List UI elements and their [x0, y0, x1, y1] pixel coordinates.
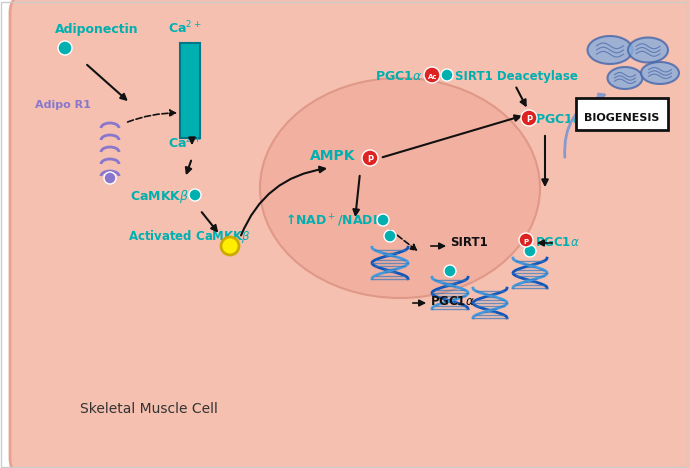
- Text: P: P: [523, 239, 528, 245]
- Ellipse shape: [587, 36, 633, 64]
- Text: PGC1$\alpha$: PGC1$\alpha$: [375, 70, 422, 83]
- FancyBboxPatch shape: [576, 98, 668, 130]
- Text: Ac: Ac: [428, 74, 437, 80]
- Circle shape: [362, 150, 378, 166]
- Text: P: P: [526, 115, 532, 124]
- Text: SIRT1: SIRT1: [450, 236, 488, 249]
- Text: ↑NAD$^+$/NADH: ↑NAD$^+$/NADH: [285, 212, 384, 229]
- FancyBboxPatch shape: [10, 0, 690, 468]
- Text: PGC1$\alpha$: PGC1$\alpha$: [535, 113, 582, 126]
- Circle shape: [189, 189, 201, 201]
- Circle shape: [521, 110, 537, 126]
- Text: AMPK: AMPK: [310, 149, 355, 163]
- Ellipse shape: [628, 37, 668, 63]
- Ellipse shape: [641, 62, 679, 84]
- Text: PGC1$\alpha$: PGC1$\alpha$: [430, 295, 475, 308]
- Text: Adiponectin: Adiponectin: [55, 23, 139, 36]
- Bar: [180, 43, 200, 138]
- Text: P: P: [367, 155, 373, 164]
- Ellipse shape: [260, 78, 540, 298]
- Text: Ca$^{2+}$: Ca$^{2+}$: [168, 19, 201, 36]
- Circle shape: [519, 233, 533, 247]
- Circle shape: [524, 245, 536, 257]
- Circle shape: [384, 230, 396, 242]
- Text: Adipo R1: Adipo R1: [35, 100, 91, 110]
- Text: CaMKK$\beta$: CaMKK$\beta$: [130, 188, 189, 205]
- Circle shape: [444, 265, 456, 277]
- Text: PGC1$\alpha$: PGC1$\alpha$: [535, 236, 580, 249]
- Circle shape: [441, 69, 453, 81]
- Text: SIRT1 Deacetylase: SIRT1 Deacetylase: [455, 70, 578, 83]
- Circle shape: [221, 237, 239, 255]
- Ellipse shape: [607, 67, 642, 89]
- Circle shape: [424, 67, 440, 83]
- Text: BIOGENESIS: BIOGENESIS: [584, 113, 660, 123]
- Circle shape: [104, 172, 116, 184]
- Text: Ca$^{2+}$: Ca$^{2+}$: [168, 134, 201, 151]
- Circle shape: [58, 41, 72, 55]
- Circle shape: [377, 214, 389, 226]
- Text: Skeletal Muscle Cell: Skeletal Muscle Cell: [80, 402, 218, 416]
- Text: Activated CaMKK$\beta$: Activated CaMKK$\beta$: [128, 228, 251, 245]
